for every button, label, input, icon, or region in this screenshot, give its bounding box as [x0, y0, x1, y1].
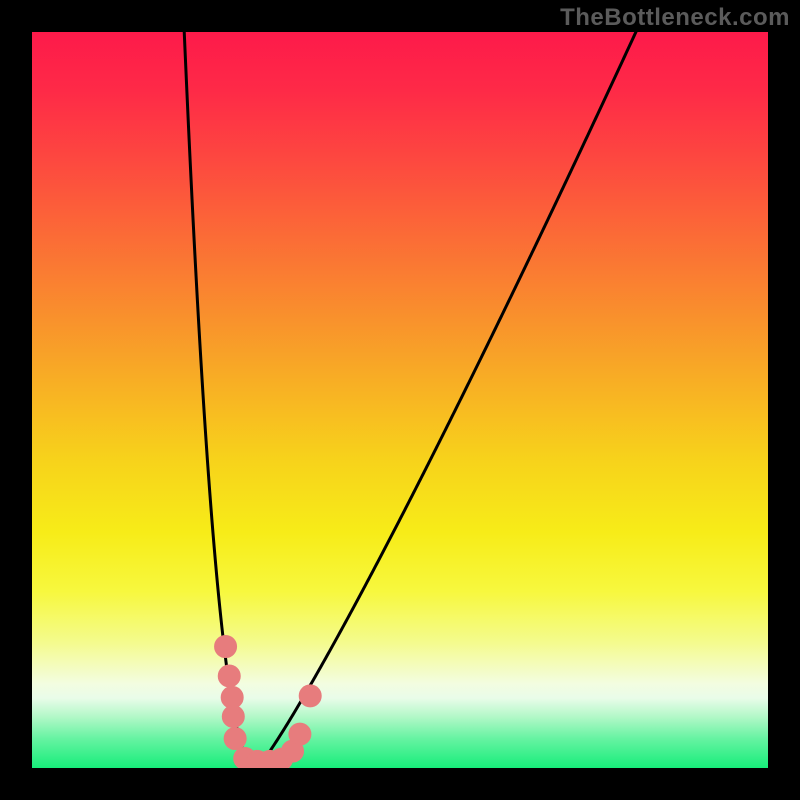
- marker-point: [289, 723, 311, 745]
- marker-point: [215, 636, 237, 658]
- chart-stage: TheBottleneck.com: [0, 0, 800, 800]
- marker-point: [218, 665, 240, 687]
- marker-point: [299, 685, 321, 707]
- watermark-text: TheBottleneck.com: [560, 4, 790, 32]
- marker-point: [224, 728, 246, 750]
- plot-area: [32, 32, 768, 768]
- marker-point: [222, 705, 244, 727]
- bottleneck-curve-chart: [0, 0, 800, 800]
